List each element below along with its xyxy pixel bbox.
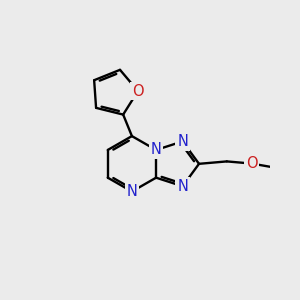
Text: N: N (127, 184, 137, 199)
Text: O: O (246, 156, 258, 171)
Text: N: N (177, 179, 188, 194)
Text: O: O (132, 84, 144, 99)
Text: N: N (177, 134, 188, 149)
Text: N: N (151, 142, 161, 158)
